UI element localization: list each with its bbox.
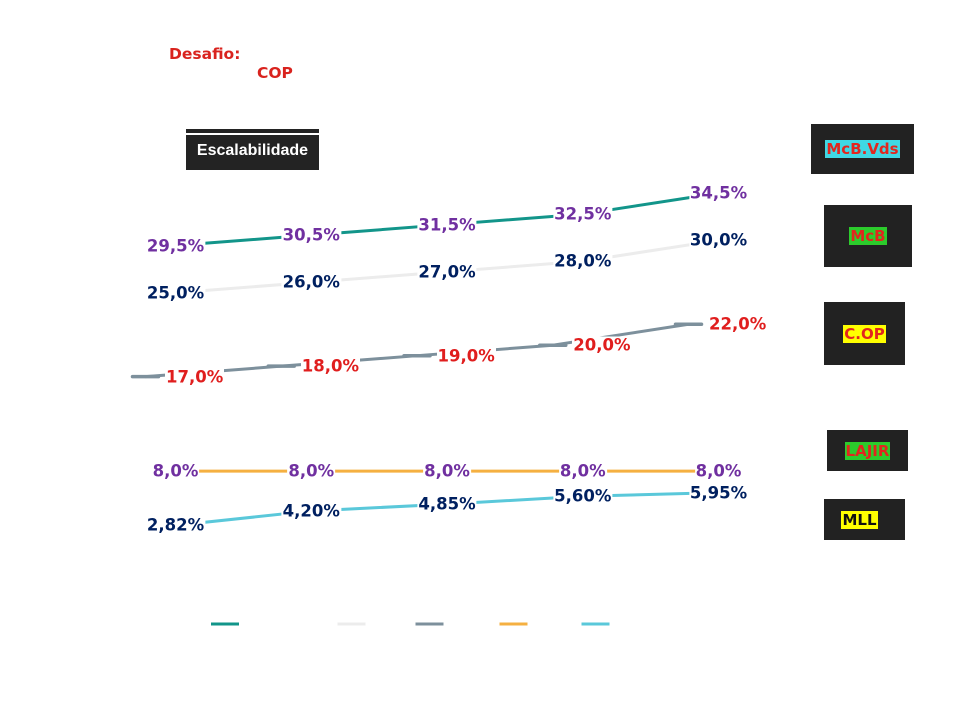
tag-box-mcb-vds: McB.Vds	[811, 124, 914, 174]
tag-text: C.OP	[843, 324, 886, 343]
series-5-data-label: 5,95%	[688, 483, 749, 503]
series-2-data-label: 30,0%	[688, 230, 749, 250]
series-4-data-label: 8,0%	[694, 461, 743, 481]
series-2-data-label: 25,0%	[145, 283, 206, 303]
tag-text: LAJIR	[844, 441, 891, 460]
tag-box-mll: MLL	[824, 499, 905, 540]
series-1-data-label: 31,5%	[417, 215, 477, 235]
series-2-data-label: 26,0%	[281, 272, 341, 292]
tag-box-cop: C.OP	[824, 302, 905, 365]
series-4-data-label: 8,0%	[558, 461, 607, 481]
series-3-data-label: 20,0%	[572, 335, 632, 355]
series-1-data-label: 32,5%	[553, 204, 613, 224]
series-5-data-label: 4,20%	[281, 501, 341, 521]
challenge-label: Desafio:	[169, 45, 241, 63]
series-4-data-label: 8,0%	[423, 461, 471, 481]
series-2-data-label: 27,0%	[417, 262, 477, 282]
series-1-data-label: 34,5%	[688, 183, 749, 203]
series-2-data-label: 28,0%	[553, 251, 613, 271]
series-3-data-label: 19,0%	[436, 346, 496, 366]
series-1-data-label: 29,5%	[145, 236, 206, 256]
series-4-data-label: 8,0%	[287, 461, 336, 481]
tag-box-lajir: LAJIR	[827, 430, 908, 471]
series-1-data-label: 30,5%	[281, 225, 341, 245]
series-5-data-label: 4,85%	[417, 494, 477, 514]
tag-text: McB	[849, 227, 887, 245]
badge-text: Escalabilidade	[196, 141, 309, 159]
series-5-data-label: 5,60%	[553, 486, 613, 506]
challenge-value: COP	[257, 64, 293, 82]
tag-box-mcb: McB	[824, 205, 912, 267]
series-3-data-label: 17,0%	[165, 367, 225, 387]
series-3-data-label: 18,0%	[300, 356, 360, 376]
series-4-data-label: 8,0%	[151, 461, 200, 481]
series-5-data-label: 2,82%	[145, 515, 206, 535]
tag-text: MLL	[841, 510, 878, 529]
tag-text: McB.Vds	[825, 140, 900, 158]
escalabilidade-badge: Escalabilidade	[186, 129, 319, 170]
series-3-data-label: 22,0%	[708, 314, 768, 334]
